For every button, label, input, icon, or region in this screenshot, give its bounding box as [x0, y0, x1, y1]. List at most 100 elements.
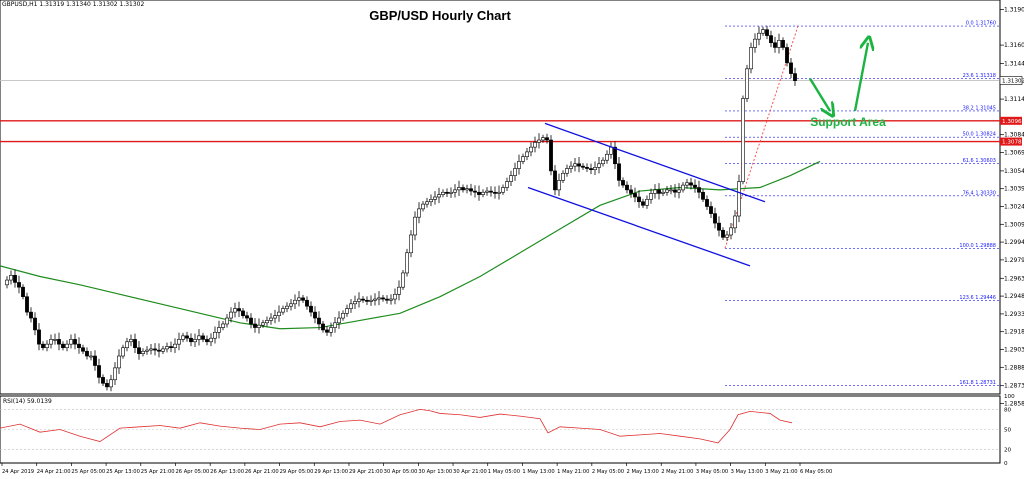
- bullish-candle: [53, 339, 57, 341]
- bullish-candle: [9, 275, 13, 281]
- bullish-candle: [229, 311, 233, 319]
- bullish-candle: [109, 379, 113, 388]
- bullish-candle: [373, 298, 377, 301]
- bullish-candle: [141, 350, 145, 354]
- time-tick-label: 29 Apr 05:00: [280, 469, 314, 475]
- bearish-candle: [37, 329, 41, 345]
- bullish-candle: [397, 286, 401, 295]
- bullish-candle: [737, 181, 741, 217]
- time-tick-label: 1 May 05:00: [488, 469, 520, 475]
- bullish-candle: [177, 339, 181, 345]
- bearish-candle: [613, 146, 617, 165]
- bullish-candle: [417, 208, 421, 218]
- bullish-candle: [413, 216, 417, 236]
- rsi-area-frame: [0, 395, 1001, 464]
- bullish-candle: [197, 335, 201, 340]
- rsi-tick-label: 20: [1004, 448, 1012, 454]
- support-area-annotation: Support Area: [810, 115, 886, 129]
- bearish-candle: [701, 191, 705, 200]
- bullish-candle: [557, 180, 561, 191]
- bearish-candle: [21, 286, 25, 297]
- direction-arrow: [808, 77, 830, 111]
- bullish-candle: [65, 343, 69, 349]
- bearish-candle: [621, 180, 625, 186]
- time-tick-label: 25 Apr 05:00: [71, 469, 105, 475]
- bullish-candle: [601, 159, 605, 165]
- bullish-candle: [517, 161, 521, 169]
- time-tick-label: 25 Apr 21:00: [141, 469, 175, 475]
- bullish-candle: [265, 320, 269, 324]
- bullish-candle: [749, 47, 753, 70]
- bullish-candle: [529, 146, 533, 153]
- direction-arrow: [853, 43, 868, 112]
- bearish-candle: [721, 229, 725, 238]
- resistance-price-box: [1000, 116, 1022, 125]
- bullish-candle: [597, 163, 601, 168]
- rsi-plot: [0, 408, 1000, 450]
- bullish-candle: [457, 187, 461, 191]
- bullish-candle: [277, 311, 281, 316]
- fib-level-label: 23.6 1.31318: [963, 73, 996, 79]
- bullish-candle: [741, 98, 745, 182]
- bullish-candle: [453, 189, 457, 193]
- time-tick-label: 3 May 05:00: [696, 469, 728, 475]
- bearish-candle: [657, 189, 661, 194]
- bearish-candle: [77, 343, 81, 349]
- time-tick-label: 29 Apr 21:00: [349, 469, 383, 475]
- bullish-candle: [509, 175, 513, 182]
- channel-upper-line: [544, 122, 766, 203]
- bullish-candle: [761, 29, 765, 34]
- bullish-candle: [653, 189, 657, 194]
- bearish-candle: [57, 339, 61, 345]
- time-tick-label: 6 May 05:00: [800, 469, 832, 475]
- bullish-candle: [421, 203, 425, 210]
- bullish-candle: [569, 165, 573, 169]
- bearish-candle: [105, 383, 109, 388]
- bullish-candle: [645, 199, 649, 206]
- bearish-candle: [201, 335, 205, 340]
- bearish-candle: [493, 191, 497, 194]
- bullish-candle: [261, 322, 265, 326]
- bullish-candle: [225, 317, 229, 325]
- bullish-candle: [521, 156, 525, 162]
- bullish-candle: [777, 40, 781, 48]
- bullish-candle: [429, 199, 433, 203]
- rsi-tick-label: 100: [1004, 394, 1015, 400]
- bullish-candle: [405, 252, 409, 274]
- bearish-candle: [33, 317, 37, 331]
- bullish-candle: [561, 172, 565, 181]
- time-tick-label: 3 May 21:00: [765, 469, 797, 475]
- bullish-candle: [409, 234, 413, 254]
- bullish-candle: [437, 194, 441, 198]
- bullish-candle: [333, 322, 337, 328]
- price-tick-label: 1.28580: [1004, 400, 1024, 407]
- time-tick-label: 30 Apr 05:00: [384, 469, 418, 475]
- bullish-candle: [669, 189, 673, 192]
- bullish-candle: [289, 303, 293, 307]
- bullish-candle: [573, 163, 577, 167]
- fib-level-label: 161.8 1.28731: [959, 380, 996, 386]
- bearish-candle: [241, 310, 245, 316]
- time-tick-label: 2 May 13:00: [627, 469, 659, 475]
- bullish-candle: [221, 323, 225, 328]
- time-tick-label: 24 Apr 2019: [2, 469, 34, 475]
- bullish-candle: [661, 191, 665, 194]
- bullish-candle: [69, 339, 73, 345]
- bearish-candle: [793, 73, 797, 81]
- bullish-candle: [649, 193, 653, 200]
- bullish-candle: [281, 308, 285, 313]
- rsi-tick-label: 80: [1004, 407, 1012, 413]
- fib-level-label: 123.6 1.29446: [959, 295, 996, 301]
- resistance-price-label: 1.30787: [1002, 140, 1024, 146]
- rsi-line: [0, 408, 793, 444]
- time-tick-label: 26 Apr 13:00: [210, 469, 244, 475]
- bullish-candle: [565, 168, 569, 174]
- price-tick-label: 1.29485: [1004, 293, 1024, 300]
- bullish-candle: [341, 313, 345, 319]
- bullish-candle: [485, 190, 489, 193]
- bearish-candle: [617, 163, 621, 181]
- bearish-candle: [637, 196, 641, 203]
- bullish-candle: [681, 184, 685, 191]
- resistance-price-label: 1.30962: [1002, 119, 1024, 125]
- bearish-candle: [61, 343, 65, 349]
